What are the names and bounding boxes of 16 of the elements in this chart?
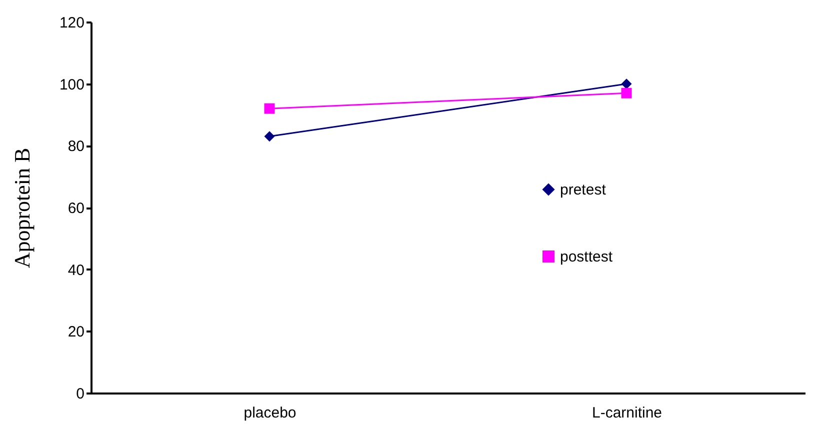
y-tick-label: 40 — [68, 262, 84, 279]
point — [621, 88, 632, 98]
point — [621, 78, 632, 90]
y-tick-label: 0 — [76, 386, 84, 402]
point — [264, 103, 275, 114]
y-tick-label: 100 — [59, 76, 84, 94]
point — [264, 131, 275, 142]
legend-label: posttest — [560, 248, 614, 266]
x-tick-label: placebo — [244, 404, 296, 422]
y-tick-label: 60 — [68, 200, 84, 217]
legend-label: pretest — [560, 182, 607, 198]
y-tick-label: 120 — [59, 14, 84, 32]
y-tick-label: 80 — [68, 138, 84, 156]
x-tick-label: L-carnitine — [592, 404, 662, 422]
y-tick-label: 20 — [68, 324, 84, 341]
y-axis-title: Apoprotein B — [9, 148, 34, 268]
